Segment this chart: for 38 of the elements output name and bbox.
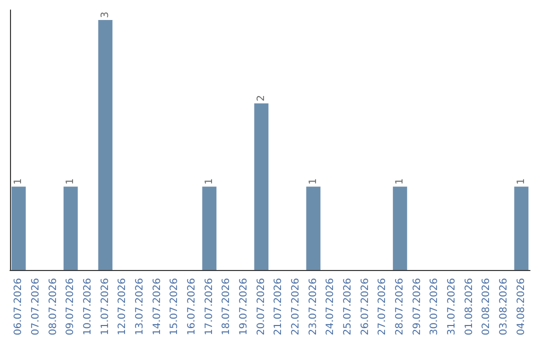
x-tick-label: 25.07.2026 <box>342 278 354 336</box>
data-label: 3 <box>100 12 111 18</box>
x-tick-label: 22.07.2026 <box>290 278 302 336</box>
x-tick-label: 12.07.2026 <box>117 278 128 336</box>
x-tick-label: 09.07.2026 <box>65 278 76 336</box>
x-tick-label: 26.07.2026 <box>360 278 371 336</box>
x-tick-label: 31.07.2026 <box>446 278 458 336</box>
x-tick-label: 02.08.2026 <box>481 278 492 336</box>
x-tick-label: 03.08.2026 <box>498 278 510 336</box>
x-tick-label: 29.07.2026 <box>412 278 423 336</box>
x-tick-label: 28.07.2026 <box>394 278 406 336</box>
x-tick-label: 13.07.2026 <box>134 278 146 336</box>
data-label: 2 <box>256 94 267 102</box>
data-label: 1 <box>65 178 76 185</box>
data-label: 1 <box>516 178 527 185</box>
x-tick-label: 15.07.2026 <box>169 278 180 336</box>
x-tick-label: 11.07.2026 <box>100 278 111 336</box>
x-tick-label: 17.07.2026 <box>204 278 215 336</box>
x-tick-label: 01.08.2026 <box>464 278 475 336</box>
x-tick-label: 23.07.2026 <box>308 278 319 336</box>
x-tick-label: 10.07.2026 <box>82 278 94 336</box>
data-label: 1 <box>308 178 319 185</box>
x-tick-label: 30.07.2026 <box>429 278 440 336</box>
x-tick-label: 08.07.2026 <box>48 278 59 336</box>
x-tick-label: 19.07.2026 <box>238 278 250 336</box>
data-label: 1 <box>394 178 406 185</box>
x-tick-label: 04.08.2026 <box>516 278 527 336</box>
x-tick-label: 27.07.2026 <box>377 278 388 336</box>
x-tick-label: 07.07.2026 <box>30 278 42 336</box>
x-tick-label: 20.07.2026 <box>256 278 267 336</box>
x-tick-label: 14.07.2026 <box>152 278 163 336</box>
x-tick-label: 18.07.2026 <box>221 278 232 336</box>
x-tick-label: 21.07.2026 <box>273 278 284 336</box>
data-label: 1 <box>13 178 24 185</box>
x-tick-label: 06.07.2026 <box>13 278 24 336</box>
x-tick-label: 24.07.2026 <box>325 278 336 336</box>
x-tick-label: 16.07.2026 <box>186 278 198 336</box>
data-label: 1 <box>204 178 215 185</box>
